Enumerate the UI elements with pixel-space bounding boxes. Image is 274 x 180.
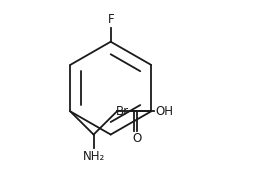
Text: OH: OH <box>155 105 173 118</box>
Text: NH₂: NH₂ <box>82 150 105 163</box>
Text: F: F <box>107 13 114 26</box>
Text: O: O <box>132 132 141 145</box>
Text: Br: Br <box>116 105 129 118</box>
